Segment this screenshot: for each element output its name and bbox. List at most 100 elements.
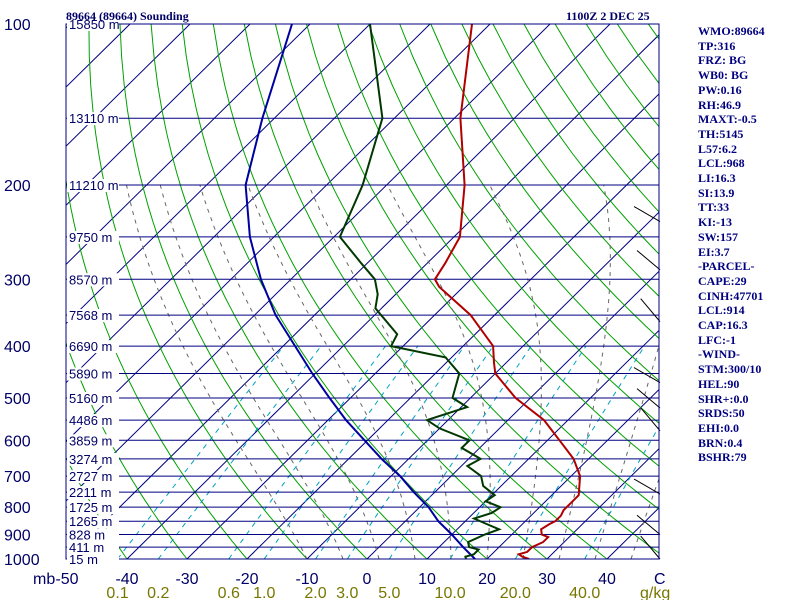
- index-value: -PARCEL-: [698, 259, 798, 274]
- index-value: HEL:90: [698, 377, 798, 392]
- mixing-ratio-line: [118, 346, 284, 559]
- stability-indices-panel: WMO:89664 TP:316 FRZ: BG WB0: BG PW:0.16 RH:4…: [698, 24, 798, 465]
- index-value: SRDS:50: [698, 406, 798, 421]
- mixing-ratio-unit-label: g/kg: [640, 585, 670, 600]
- mixing-ratio-tick-label: 0.1: [106, 585, 128, 600]
- index-value: PW:0.16: [698, 83, 798, 98]
- temperature-tick-label: 30: [538, 571, 556, 588]
- index-value: WB0: BG: [698, 68, 798, 83]
- pressure-tick-label: 700: [4, 469, 31, 486]
- index-value: LCL:968: [698, 156, 798, 171]
- moist-adiabat-line: [559, 185, 610, 559]
- height-label: 4486 m: [69, 413, 112, 428]
- moist-adiabat-line: [127, 185, 308, 559]
- wind-barb: [637, 250, 660, 269]
- index-value: FRZ: BG: [698, 53, 798, 68]
- height-label: 3859 m: [69, 433, 112, 448]
- height-label: 5160 m: [69, 391, 112, 406]
- dewpoint-trace: [340, 24, 501, 559]
- dry-adiabat-line: [120, 24, 367, 559]
- index-value: TP:316: [698, 39, 798, 54]
- index-value: TH:5145: [698, 127, 798, 142]
- index-value: BSHR:79: [698, 450, 798, 465]
- mixing-ratio-line: [316, 346, 465, 559]
- height-label: 5890 m: [69, 366, 112, 381]
- mixing-ratio-tick-label: 0.6: [218, 585, 240, 600]
- index-value: MAXT:-0.5: [698, 112, 798, 127]
- mixing-ratio-line: [229, 346, 386, 559]
- height-label: 2211 m: [69, 485, 111, 500]
- index-value: WMO:89664: [698, 24, 798, 39]
- index-value: LFC:-1: [698, 333, 798, 348]
- parcel-trace: [246, 24, 475, 559]
- pressure-tick-label: 400: [4, 339, 31, 356]
- index-value: -WIND-: [698, 347, 798, 362]
- mixing-ratio-tick-label: 3.0: [336, 585, 358, 600]
- isobar-lines: [66, 24, 659, 559]
- height-label: 13110 m: [69, 111, 119, 126]
- temperature-tick-label: 20: [478, 571, 496, 588]
- temperature-tick-label: 10: [418, 571, 436, 588]
- mixing-ratio-tick-label: 1.0: [253, 585, 275, 600]
- index-value: CAPE:29: [698, 274, 798, 289]
- pressure-unit-label: mb: [33, 571, 55, 588]
- moist-adiabat-line: [490, 185, 542, 559]
- isotherm-line: [0, 24, 250, 559]
- pressure-tick-label: 900: [4, 528, 31, 545]
- mixing-ratio-tick-label: 5.0: [378, 585, 400, 600]
- pressure-tick-label: 500: [4, 391, 31, 408]
- pressure-tick-label: 200: [4, 178, 31, 195]
- mixing-ratio-tick-label: 40.0: [569, 585, 600, 600]
- height-label: 8570 m: [69, 272, 112, 287]
- valid-time: 1100Z 2 DEC 25: [566, 9, 650, 23]
- dry-adiabat-lines: [0, 24, 800, 559]
- moist-adiabat-lines: [127, 185, 768, 559]
- mixing-ratio-tick-label: 10.0: [435, 585, 466, 600]
- mixing-ratio-lines: [118, 346, 707, 559]
- height-label: 9750 m: [69, 230, 112, 245]
- dry-adiabat-line: [89, 24, 307, 559]
- pressure-tick-label: 300: [4, 272, 31, 289]
- isotherm-line: [67, 24, 610, 559]
- index-value: SW:157: [698, 230, 798, 245]
- index-value: LCL:914: [698, 303, 798, 318]
- plot-frame: [66, 24, 659, 559]
- index-value: BRN:0.4: [698, 436, 798, 451]
- pressure-tick-label: 1000: [4, 552, 40, 569]
- skew-t-diagram: 1002003004005006007008009001000 15850 m1…: [0, 0, 800, 600]
- dry-adiabat-line: [275, 24, 667, 559]
- pressure-labels: 1002003004005006007008009001000: [4, 17, 40, 569]
- temperature-tick-label: -30: [175, 571, 198, 588]
- index-value: CINH:47701: [698, 289, 798, 304]
- index-value: RH:46.9: [698, 98, 798, 113]
- index-value: LI:16.3: [698, 171, 798, 186]
- wind-barbs: [634, 207, 660, 559]
- mixing-ratio-tick-label: 0.2: [147, 585, 169, 600]
- wind-barb: [641, 299, 660, 322]
- index-value: STM:300/10: [698, 362, 798, 377]
- index-value: TT:33: [698, 200, 798, 215]
- mixing-ratio-line: [158, 346, 321, 559]
- height-label: 3274 m: [69, 452, 112, 467]
- height-label: 15 m: [69, 552, 98, 567]
- height-label: 2727 m: [69, 469, 112, 484]
- index-value: EI:3.7: [698, 245, 798, 260]
- index-value: KI:-13: [698, 215, 798, 230]
- temperature-tick-label: 40: [598, 571, 616, 588]
- height-label: 11210 m: [69, 178, 119, 193]
- pressure-tick-label: 600: [4, 433, 31, 450]
- index-value: SI:13.9: [698, 186, 798, 201]
- index-value: SHR+:0.0: [698, 392, 798, 407]
- mixing-ratio-tick-label: 20.0: [500, 585, 531, 600]
- isotherm-line: [187, 24, 730, 559]
- isotherm-line: [0, 24, 430, 559]
- index-value: L57:6.2: [698, 142, 798, 157]
- temperature-tick-label: 0: [363, 571, 372, 588]
- temperature-tick-label: -50: [55, 571, 78, 588]
- isotherm-line: [127, 24, 670, 559]
- moist-adiabat-line: [200, 185, 379, 559]
- index-value: EHI:0.0: [698, 421, 798, 436]
- pressure-tick-label: 100: [4, 17, 31, 34]
- chart-title: 89664 (89664) Sounding: [66, 9, 189, 23]
- mixing-ratio-line: [585, 346, 707, 559]
